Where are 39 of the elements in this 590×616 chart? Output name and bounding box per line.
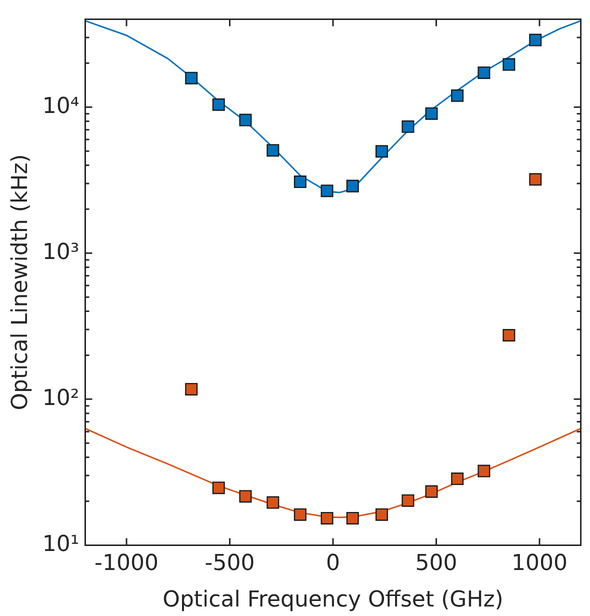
point (239, 490, 252, 503)
y-tick-label: 10¹ (42, 532, 80, 557)
x-axis-title: Optical Frequency Offset (GHz) (162, 588, 504, 613)
point (502, 328, 516, 342)
y-tick-label: 10⁴ (42, 94, 80, 119)
point (375, 145, 388, 158)
point (502, 58, 516, 71)
point (529, 34, 542, 46)
point (239, 114, 252, 126)
x-tick-label: 1000 (512, 551, 568, 576)
y-tick-label: 10² (42, 386, 80, 411)
point (425, 107, 438, 120)
x-tick-label: 500 (415, 551, 458, 576)
point (185, 72, 198, 84)
point (294, 508, 306, 521)
point (346, 512, 359, 524)
point (212, 482, 225, 494)
point (320, 512, 334, 524)
point (478, 66, 490, 79)
point (266, 496, 280, 509)
y-axis-title: Optical Linewidth (kHz) (8, 154, 33, 410)
point (402, 120, 414, 133)
point (212, 98, 225, 111)
point (375, 508, 388, 521)
x-tick-label: -500 (204, 551, 255, 576)
x-tick-label: -1000 (94, 551, 158, 576)
point (451, 472, 464, 486)
point (320, 184, 334, 198)
x-tick-label: 0 (326, 551, 340, 576)
point (529, 173, 542, 186)
point (346, 180, 359, 192)
point (451, 89, 464, 102)
point (402, 494, 414, 507)
point (425, 485, 438, 498)
point (266, 144, 280, 157)
y-tick-label: 10³ (42, 240, 80, 265)
point (294, 176, 306, 188)
point (185, 382, 198, 396)
point (478, 464, 490, 478)
